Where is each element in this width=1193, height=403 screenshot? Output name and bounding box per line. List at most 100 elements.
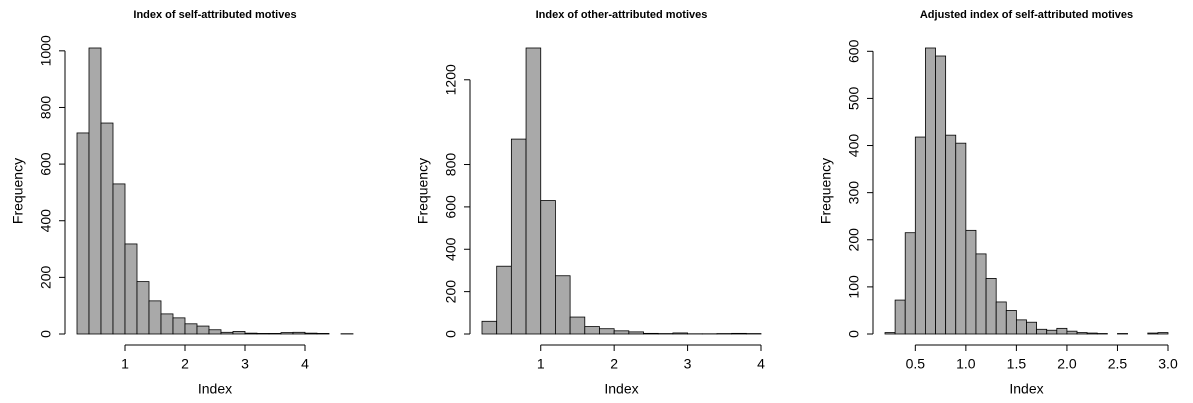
bar (1036, 328, 1048, 335)
bar (124, 243, 138, 335)
bar (1157, 332, 1169, 335)
bar (232, 331, 246, 335)
bar (914, 136, 926, 335)
bar (569, 316, 586, 335)
bar (955, 142, 967, 335)
bar (100, 122, 114, 335)
bar (160, 313, 174, 335)
bar (945, 134, 957, 335)
x-tick-label: 3 (241, 356, 249, 372)
bar (208, 329, 222, 335)
y-tick-label: 0 (443, 330, 459, 338)
bar (136, 281, 150, 335)
bar (599, 328, 615, 335)
chart-title: Index of self-attributed motives (133, 9, 296, 21)
y-tick-label: 300 (846, 181, 862, 205)
bar (1076, 332, 1088, 335)
bar (220, 331, 234, 335)
bar (112, 183, 126, 335)
x-axis-label: Index (1009, 381, 1043, 397)
y-tick-label: 600 (38, 152, 54, 176)
y-axis-label: Frequency (10, 158, 26, 224)
bar (148, 300, 162, 335)
y-tick-label: 100 (846, 275, 862, 299)
y-tick-label: 500 (846, 87, 862, 111)
x-tick-label: 2.0 (1057, 356, 1077, 372)
x-tick-label: 4 (301, 356, 309, 372)
bar (316, 333, 330, 335)
bar (540, 200, 556, 335)
bar (481, 320, 498, 335)
y-tick-label: 200 (38, 265, 54, 289)
bar (196, 325, 210, 335)
bar (292, 331, 306, 335)
y-axis-label: Frequency (415, 158, 431, 224)
bar (280, 332, 294, 335)
x-tick-label: 3.0 (1158, 356, 1178, 372)
bar (672, 332, 688, 335)
x-tick-label: 2.5 (1108, 356, 1128, 372)
bar (1066, 330, 1078, 335)
bar (1046, 329, 1058, 335)
bar (643, 332, 659, 335)
bar (1015, 319, 1027, 335)
bar (925, 47, 936, 335)
bar (584, 326, 600, 335)
y-tick-label: 200 (846, 228, 862, 252)
x-axis-label: Index (604, 381, 638, 397)
y-tick-label: 1000 (38, 35, 54, 66)
bar (496, 265, 512, 335)
bar (613, 330, 630, 335)
bar (268, 333, 282, 335)
x-tick-label: 1 (537, 356, 545, 372)
x-tick-label: 1.0 (956, 356, 976, 372)
bar (935, 55, 947, 335)
bar (172, 317, 186, 335)
bar (256, 333, 270, 335)
y-tick-label: 200 (443, 280, 459, 304)
y-tick-label: 400 (846, 134, 862, 158)
bar (1147, 332, 1159, 335)
bar (555, 275, 571, 335)
y-tick-label: 400 (38, 209, 54, 233)
bar (88, 47, 102, 335)
bar (965, 229, 977, 335)
x-tick-label: 4 (757, 356, 765, 372)
bar (1005, 310, 1017, 335)
y-tick-label: 0 (38, 330, 54, 338)
chart-title: Index of other-attributed motives (536, 9, 708, 21)
bar (1086, 332, 1098, 335)
bar (1026, 321, 1038, 335)
bar (904, 232, 916, 335)
bar (628, 331, 644, 335)
y-tick-label: 600 (443, 195, 459, 219)
chart-title: Adjusted index of self-attributed motive… (920, 9, 1133, 21)
bar (894, 299, 906, 335)
x-tick-label: 2 (610, 356, 618, 372)
x-axis-label: Index (198, 381, 232, 397)
y-tick-label: 600 (846, 39, 862, 63)
y-tick-label: 0 (846, 330, 862, 338)
y-tick-label: 400 (443, 237, 459, 261)
bar (975, 253, 987, 335)
y-tick-label: 1200 (443, 64, 459, 95)
x-tick-label: 0.5 (906, 356, 926, 372)
bar (525, 47, 542, 335)
y-tick-label: 800 (38, 96, 54, 120)
x-tick-label: 1.5 (1007, 356, 1027, 372)
bar (884, 332, 896, 335)
bar (985, 278, 997, 335)
bar (244, 332, 258, 335)
x-tick-label: 1 (121, 356, 129, 372)
x-tick-label: 2 (181, 356, 189, 372)
y-axis-label: Frequency (818, 158, 834, 224)
bar (731, 332, 747, 335)
bar (995, 301, 1007, 335)
bar (510, 138, 527, 335)
bar (76, 132, 90, 335)
bar (184, 323, 198, 335)
x-tick-label: 3 (684, 356, 692, 372)
bar (1056, 327, 1068, 335)
